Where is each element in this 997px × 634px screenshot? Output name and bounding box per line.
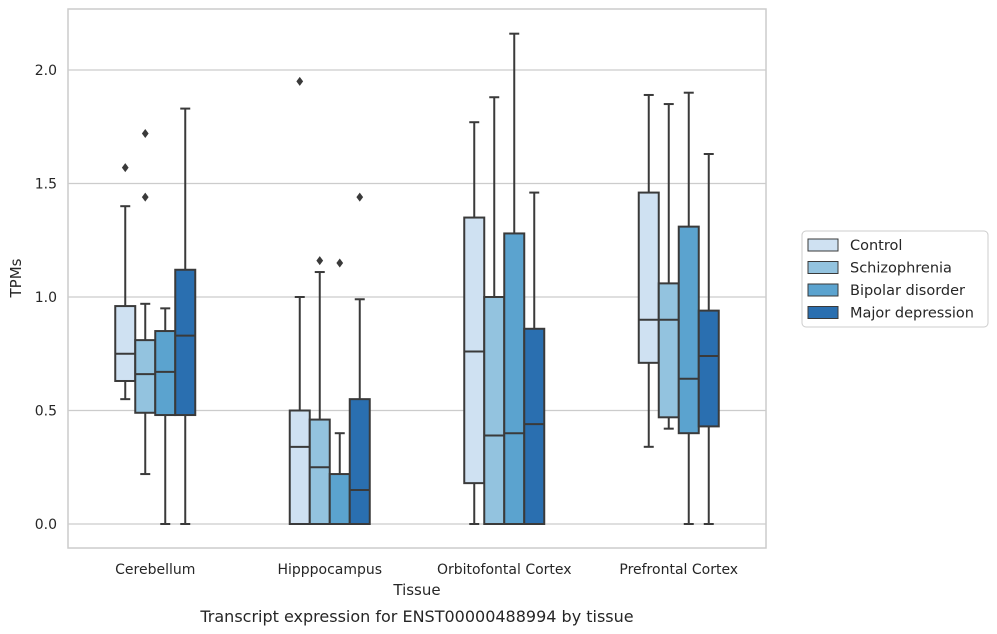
legend-frame xyxy=(801,230,989,328)
y-tick-label: 0.5 xyxy=(35,404,57,420)
box-1-3 xyxy=(154,307,177,525)
x-tick-label: Hipppocampus xyxy=(277,562,382,578)
box-1-2 xyxy=(134,129,157,476)
box-body xyxy=(483,296,506,525)
box-body xyxy=(348,398,371,525)
box-body xyxy=(288,409,311,525)
x-tick-label: Prefrontal Cortex xyxy=(619,562,738,578)
legend-label: Schizophrenia xyxy=(850,261,952,277)
box-body xyxy=(114,305,137,382)
box-body xyxy=(463,216,486,485)
box-body xyxy=(503,232,526,525)
box-body xyxy=(657,282,680,419)
y-axis-label: TPMs xyxy=(7,258,25,298)
box-4-4 xyxy=(697,152,720,525)
y-axis-ticks: 0.0 0.5 1.0 1.5 2.0 xyxy=(35,63,57,533)
y-tick-label: 0.0 xyxy=(35,517,57,533)
box-body xyxy=(174,268,197,417)
box-body xyxy=(308,418,331,525)
x-tick-label: Orbitofontal Cortex xyxy=(437,562,572,578)
outlier-point xyxy=(316,256,324,266)
box-2-4 xyxy=(348,192,371,525)
outlier-point xyxy=(296,76,304,86)
legend-label: Control xyxy=(850,238,902,254)
outlier-point xyxy=(141,129,149,139)
box-body xyxy=(328,473,351,525)
legend-swatch xyxy=(807,261,839,274)
plot-frame xyxy=(67,8,767,549)
legend-swatch xyxy=(807,283,839,297)
outlier-point xyxy=(336,258,344,268)
box-4-1 xyxy=(637,93,660,448)
box-3-3 xyxy=(503,32,526,525)
x-axis-ticks: Cerebellum Hipppocampus Orbitofontal Corte… xyxy=(115,562,738,578)
outlier-point xyxy=(356,192,364,202)
chart-caption: Transcript expression for ENST0000048899… xyxy=(199,607,633,626)
legend-label: Bipolar disorder xyxy=(850,283,965,299)
legend-swatch xyxy=(807,238,839,252)
box-2-3 xyxy=(328,258,351,525)
box-4-2 xyxy=(657,103,680,430)
box-body xyxy=(677,225,700,435)
box-1-4 xyxy=(174,107,197,525)
x-axis-label: Tissue xyxy=(392,581,440,599)
box-body xyxy=(523,327,546,525)
x-tick-label: Cerebellum xyxy=(115,562,195,578)
box-body xyxy=(637,191,660,364)
box-2-1 xyxy=(288,76,311,525)
outlier-point xyxy=(141,192,149,202)
legend-label: Major depression xyxy=(850,306,974,322)
outlier-point xyxy=(121,163,129,173)
box-3-4 xyxy=(523,191,546,525)
box-2-2 xyxy=(308,256,331,525)
box-groups xyxy=(114,32,720,525)
legend-swatch xyxy=(807,306,839,319)
y-tick-label: 1.5 xyxy=(35,177,57,193)
box-body xyxy=(697,309,720,428)
box-body xyxy=(134,339,157,414)
legend: Control Schizophrenia Bipolar disorder Majo… xyxy=(801,230,989,328)
y-tick-label: 1.0 xyxy=(35,290,57,306)
y-tick-label: 2.0 xyxy=(35,63,57,79)
box-1-1 xyxy=(114,163,137,401)
box-body xyxy=(154,330,177,417)
